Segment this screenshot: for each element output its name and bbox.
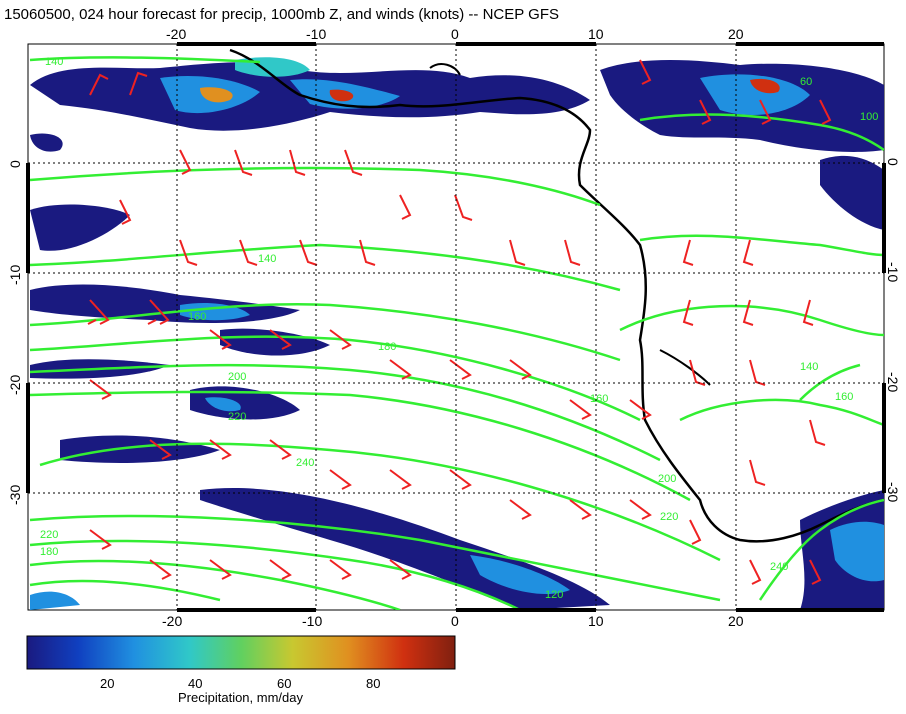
geopotential-contours [29,56,884,610]
map-border-bars [26,42,886,612]
lon-tick-bottom: 20 [728,613,744,629]
colorbar [26,635,456,670]
contour-label: 140 [800,361,818,373]
contour-label: 180 [378,341,396,353]
colorbar-tick: 20 [100,676,115,691]
colorbar-title: Precipitation, mm/day [178,690,303,705]
contour-label: 220 [660,511,678,523]
colorbar-tick: 60 [277,676,292,691]
contour-label: 240 [296,457,314,469]
contour-label: 120 [545,589,563,601]
lat-tick-left: -30 [7,485,23,505]
contour-label: 140 [45,56,63,68]
lon-tick-bottom: 10 [588,613,604,629]
lat-tick-left: -20 [7,375,23,395]
contour-label: 140 [258,253,276,265]
lon-tick-bottom: -10 [302,613,322,629]
lat-tick-right: -20 [885,372,901,392]
contour-label: 160 [188,311,206,323]
lat-tick-left: -10 [7,265,23,285]
contour-label: 60 [800,76,812,88]
contour-label: 160 [835,391,853,403]
coastline [229,48,884,543]
lat-tick-right: -10 [885,262,901,282]
wind-barbs [87,59,832,585]
lon-tick-top: -10 [306,26,326,42]
colorbar-tick: 80 [366,676,381,691]
lat-tick-left: 0 [7,160,23,168]
lon-tick-top: -20 [166,26,186,42]
contour-label: 180 [40,546,58,558]
map-title: 15060500, 024 hour forecast for precip, … [4,6,559,23]
contour-label: 200 [658,473,676,485]
lat-tick-right: -30 [885,482,901,502]
lon-tick-bottom: 0 [451,613,459,629]
contour-labels: 140 140 140 160 160 160 180 180 200 200 … [40,56,878,601]
contour-label: 220 [228,411,246,423]
contour-label: 160 [590,393,608,405]
lon-tick-top: 20 [728,26,744,42]
colorbar-tick: 40 [188,676,203,691]
contour-label: 220 [40,529,58,541]
lat-tick-right: 0 [885,158,901,166]
lon-tick-bottom: -20 [162,613,182,629]
contour-label: 240 [770,561,788,573]
lon-tick-top: 10 [588,26,604,42]
contour-label: 200 [228,371,246,383]
contour-label: 100 [860,111,878,123]
lon-tick-top: 0 [451,26,459,42]
graticule [28,44,884,610]
